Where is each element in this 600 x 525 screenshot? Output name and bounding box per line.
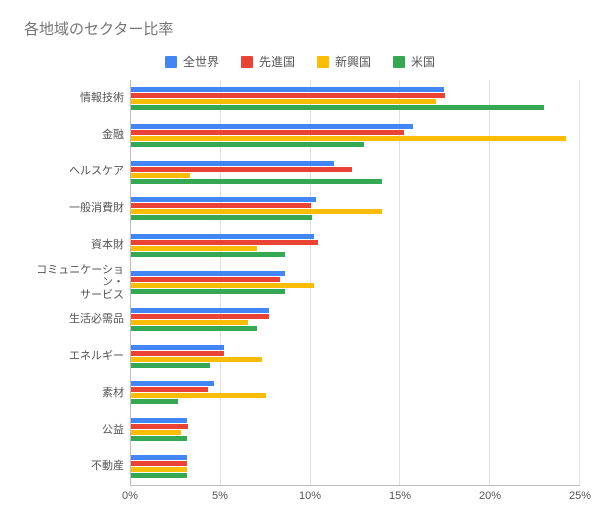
sector-ratio-chart: 各地域のセクター比率 全世界 先進国 新興国 米国 情報技術金融ヘルスケア一般消費財資… bbox=[0, 0, 600, 525]
category-label: 素材 bbox=[102, 387, 124, 400]
bar-group bbox=[131, 227, 580, 264]
bar bbox=[131, 455, 187, 460]
legend-swatch bbox=[393, 56, 405, 68]
bar-group bbox=[131, 338, 580, 375]
category-label: 公益 bbox=[102, 424, 124, 437]
bar bbox=[131, 271, 285, 276]
bar-group bbox=[131, 411, 580, 448]
bar bbox=[131, 351, 224, 356]
legend-item: 全世界 bbox=[165, 53, 219, 70]
y-axis-labels: 情報技術金融ヘルスケア一般消費財資本財コミュニケーション・サービス生活必需品エネ… bbox=[20, 80, 130, 485]
bar bbox=[131, 345, 224, 350]
category-label: コミュニケーション・サービス bbox=[20, 264, 124, 302]
bar bbox=[131, 99, 436, 104]
bar bbox=[131, 289, 285, 294]
x-axis: 0%5%10%15%20%25% bbox=[130, 485, 580, 508]
legend-label: 全世界 bbox=[183, 53, 219, 70]
category-label: 金融 bbox=[102, 129, 124, 142]
bar bbox=[131, 357, 262, 362]
category-label: 情報技術 bbox=[80, 92, 124, 105]
legend-item: 先進国 bbox=[241, 53, 295, 70]
bar bbox=[131, 161, 334, 166]
category-label: エネルギー bbox=[69, 350, 124, 363]
bar bbox=[131, 418, 187, 423]
bar bbox=[131, 130, 404, 135]
bar bbox=[131, 381, 214, 386]
bar-group bbox=[131, 301, 580, 338]
bar-group bbox=[131, 154, 580, 191]
bar bbox=[131, 142, 364, 147]
bar-group bbox=[131, 375, 580, 412]
category-label: ヘルスケア bbox=[69, 165, 124, 178]
bar-group bbox=[131, 80, 580, 117]
bar bbox=[131, 326, 257, 331]
bar bbox=[131, 283, 314, 288]
bar bbox=[131, 461, 187, 466]
category-label: 一般消費財 bbox=[69, 202, 124, 215]
bar bbox=[131, 93, 445, 98]
x-tick-label: 25% bbox=[569, 490, 591, 502]
bar bbox=[131, 467, 187, 472]
x-tick-label: 20% bbox=[479, 490, 501, 502]
x-tick-label: 15% bbox=[389, 490, 411, 502]
bar bbox=[131, 430, 181, 435]
x-tick-label: 5% bbox=[212, 490, 228, 502]
legend-item: 米国 bbox=[393, 53, 435, 70]
bar bbox=[131, 87, 444, 92]
legend-item: 新興国 bbox=[317, 53, 371, 70]
x-tick-label: 10% bbox=[299, 490, 321, 502]
legend-label: 新興国 bbox=[335, 53, 371, 70]
bar bbox=[131, 314, 269, 319]
bar bbox=[131, 363, 210, 368]
bar-group bbox=[131, 264, 580, 301]
bar bbox=[131, 246, 257, 251]
bar bbox=[131, 252, 285, 257]
category-label: 生活必需品 bbox=[69, 313, 124, 326]
legend-label: 先進国 bbox=[259, 53, 295, 70]
bar bbox=[131, 387, 208, 392]
bar bbox=[131, 308, 269, 313]
plot-wrapper: 情報技術金融ヘルスケア一般消費財資本財コミュニケーション・サービス生活必需品エネ… bbox=[20, 80, 580, 485]
bar bbox=[131, 436, 187, 441]
bar bbox=[131, 203, 311, 208]
category-label: 資本財 bbox=[91, 239, 124, 252]
bar bbox=[131, 399, 178, 404]
bar-group bbox=[131, 117, 580, 154]
bar bbox=[131, 215, 312, 220]
bar-group bbox=[131, 190, 580, 227]
bar bbox=[131, 320, 248, 325]
bar bbox=[131, 393, 266, 398]
bar bbox=[131, 473, 187, 478]
bar bbox=[131, 167, 352, 172]
bar bbox=[131, 234, 314, 239]
bar bbox=[131, 173, 190, 178]
plot-area bbox=[130, 80, 580, 485]
bar bbox=[131, 124, 413, 129]
bar bbox=[131, 209, 382, 214]
chart-title: 各地域のセクター比率 bbox=[24, 18, 580, 39]
chart-legend: 全世界 先進国 新興国 米国 bbox=[20, 53, 580, 70]
bar bbox=[131, 277, 280, 282]
x-tick-label: 0% bbox=[122, 490, 138, 502]
bar-groups bbox=[131, 80, 580, 485]
bar bbox=[131, 197, 316, 202]
bar bbox=[131, 240, 318, 245]
bar bbox=[131, 179, 382, 184]
bar bbox=[131, 424, 188, 429]
category-label: 不動産 bbox=[91, 460, 124, 473]
bar bbox=[131, 105, 544, 110]
bar-group bbox=[131, 448, 580, 485]
legend-label: 米国 bbox=[411, 53, 435, 70]
legend-swatch bbox=[317, 56, 329, 68]
legend-swatch bbox=[241, 56, 253, 68]
bar bbox=[131, 136, 566, 141]
legend-swatch bbox=[165, 56, 177, 68]
